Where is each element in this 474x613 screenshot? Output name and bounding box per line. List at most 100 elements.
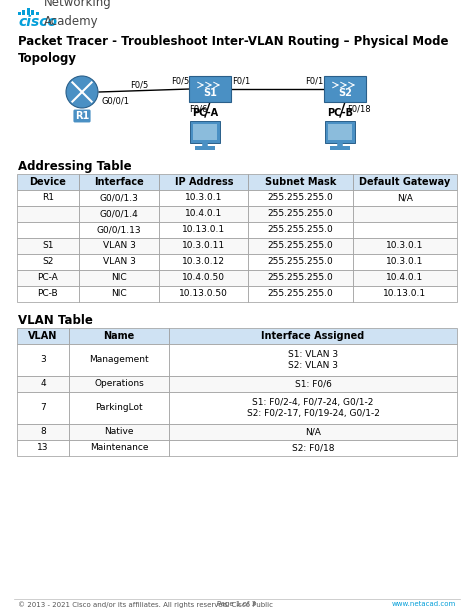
Bar bbox=[17, 174, 79, 190]
Text: N/A: N/A bbox=[305, 427, 321, 436]
Bar bbox=[69, 376, 169, 392]
Text: 10.3.0.1: 10.3.0.1 bbox=[185, 194, 222, 202]
Text: Packet Tracer - Troubleshoot Inter-VLAN Routing – Physical Mode: Packet Tracer - Troubleshoot Inter-VLAN … bbox=[18, 35, 448, 48]
Text: 255.255.255.0: 255.255.255.0 bbox=[268, 242, 333, 251]
Text: G0/0/1.4: G0/0/1.4 bbox=[100, 210, 138, 218]
Text: 10.3.0.1: 10.3.0.1 bbox=[386, 242, 423, 251]
Text: cisco: cisco bbox=[18, 15, 57, 29]
Bar bbox=[169, 328, 457, 344]
Text: F0/6: F0/6 bbox=[190, 104, 208, 113]
Bar bbox=[79, 222, 159, 238]
Bar bbox=[17, 254, 79, 270]
Bar bbox=[159, 238, 248, 254]
Text: 7: 7 bbox=[40, 403, 46, 413]
Text: G0/0/1.13: G0/0/1.13 bbox=[97, 226, 141, 235]
Text: F0/18: F0/18 bbox=[347, 104, 371, 113]
Bar bbox=[159, 190, 248, 206]
Text: S2: S2 bbox=[42, 257, 54, 267]
Bar bbox=[353, 222, 457, 238]
Text: 255.255.255.0: 255.255.255.0 bbox=[268, 194, 333, 202]
Bar bbox=[79, 174, 159, 190]
Text: VLAN: VLAN bbox=[28, 331, 58, 341]
Bar bbox=[17, 206, 79, 222]
Text: Operations: Operations bbox=[94, 379, 144, 389]
Bar bbox=[353, 238, 457, 254]
Bar bbox=[248, 222, 353, 238]
Text: Maintenance: Maintenance bbox=[90, 443, 148, 452]
Bar bbox=[17, 190, 79, 206]
Bar bbox=[17, 440, 69, 456]
Text: PC-B: PC-B bbox=[327, 108, 353, 118]
Text: © 2013 - 2021 Cisco and/or its affiliates. All rights reserved. Cisco Public: © 2013 - 2021 Cisco and/or its affiliate… bbox=[18, 601, 273, 607]
Text: 255.255.255.0: 255.255.255.0 bbox=[268, 210, 333, 218]
Text: 8: 8 bbox=[40, 427, 46, 436]
Text: VLAN 3: VLAN 3 bbox=[102, 242, 136, 251]
Bar bbox=[79, 238, 159, 254]
Bar bbox=[189, 76, 231, 102]
Bar bbox=[17, 238, 79, 254]
Bar bbox=[324, 76, 366, 102]
Bar bbox=[248, 254, 353, 270]
Text: 4: 4 bbox=[40, 379, 46, 389]
Bar bbox=[17, 328, 69, 344]
Text: S1: VLAN 3
S2: VLAN 3: S1: VLAN 3 S2: VLAN 3 bbox=[288, 350, 338, 370]
Bar bbox=[79, 190, 159, 206]
Text: 10.3.0.1: 10.3.0.1 bbox=[386, 257, 423, 267]
Bar bbox=[79, 254, 159, 270]
Bar bbox=[17, 376, 69, 392]
Text: N/A: N/A bbox=[397, 194, 413, 202]
Bar bbox=[325, 121, 355, 143]
Text: Page 1 of 3: Page 1 of 3 bbox=[218, 601, 256, 607]
Bar bbox=[69, 424, 169, 440]
Bar bbox=[353, 206, 457, 222]
Bar bbox=[79, 286, 159, 302]
Text: 10.4.0.1: 10.4.0.1 bbox=[386, 273, 423, 283]
Bar bbox=[22, 10, 26, 15]
Text: R1: R1 bbox=[42, 194, 54, 202]
Text: PC-A: PC-A bbox=[192, 108, 218, 118]
Text: 10.13.0.1: 10.13.0.1 bbox=[383, 289, 427, 299]
Text: Academy: Academy bbox=[44, 15, 99, 28]
Bar bbox=[169, 376, 457, 392]
Text: 255.255.255.0: 255.255.255.0 bbox=[268, 273, 333, 283]
Bar bbox=[169, 344, 457, 376]
Bar bbox=[159, 206, 248, 222]
Text: NIC: NIC bbox=[111, 289, 127, 299]
Bar bbox=[353, 254, 457, 270]
Text: 13: 13 bbox=[37, 443, 49, 452]
Text: Default Gateway: Default Gateway bbox=[359, 177, 450, 187]
Text: PC-A: PC-A bbox=[37, 273, 58, 283]
Bar bbox=[36, 12, 39, 15]
Text: Device: Device bbox=[29, 177, 66, 187]
Bar bbox=[79, 206, 159, 222]
Text: 10.3.0.12: 10.3.0.12 bbox=[182, 257, 225, 267]
Text: Management: Management bbox=[89, 356, 149, 365]
Bar bbox=[193, 124, 217, 140]
Bar bbox=[18, 12, 21, 15]
Text: 255.255.255.0: 255.255.255.0 bbox=[268, 226, 333, 235]
Bar bbox=[27, 8, 30, 15]
Text: VLAN Table: VLAN Table bbox=[18, 314, 93, 327]
Bar bbox=[159, 286, 248, 302]
Text: F0/1: F0/1 bbox=[305, 76, 323, 85]
Bar bbox=[195, 146, 215, 150]
Text: 255.255.255.0: 255.255.255.0 bbox=[268, 257, 333, 267]
Text: Topology: Topology bbox=[18, 52, 77, 65]
Text: PC-B: PC-B bbox=[37, 289, 58, 299]
Text: 10.4.0.1: 10.4.0.1 bbox=[185, 210, 222, 218]
Text: F0/1: F0/1 bbox=[232, 76, 250, 85]
Bar bbox=[353, 270, 457, 286]
Bar bbox=[69, 440, 169, 456]
Bar bbox=[353, 190, 457, 206]
Bar bbox=[69, 392, 169, 424]
Bar bbox=[190, 121, 220, 143]
Bar bbox=[79, 270, 159, 286]
Bar bbox=[248, 270, 353, 286]
Circle shape bbox=[66, 76, 98, 108]
Bar bbox=[159, 174, 248, 190]
Text: F0/5: F0/5 bbox=[130, 80, 149, 89]
Text: G0/0/1: G0/0/1 bbox=[102, 97, 130, 106]
Bar bbox=[248, 190, 353, 206]
Text: Interface Assigned: Interface Assigned bbox=[261, 331, 365, 341]
Text: S1: F0/6: S1: F0/6 bbox=[294, 379, 331, 389]
